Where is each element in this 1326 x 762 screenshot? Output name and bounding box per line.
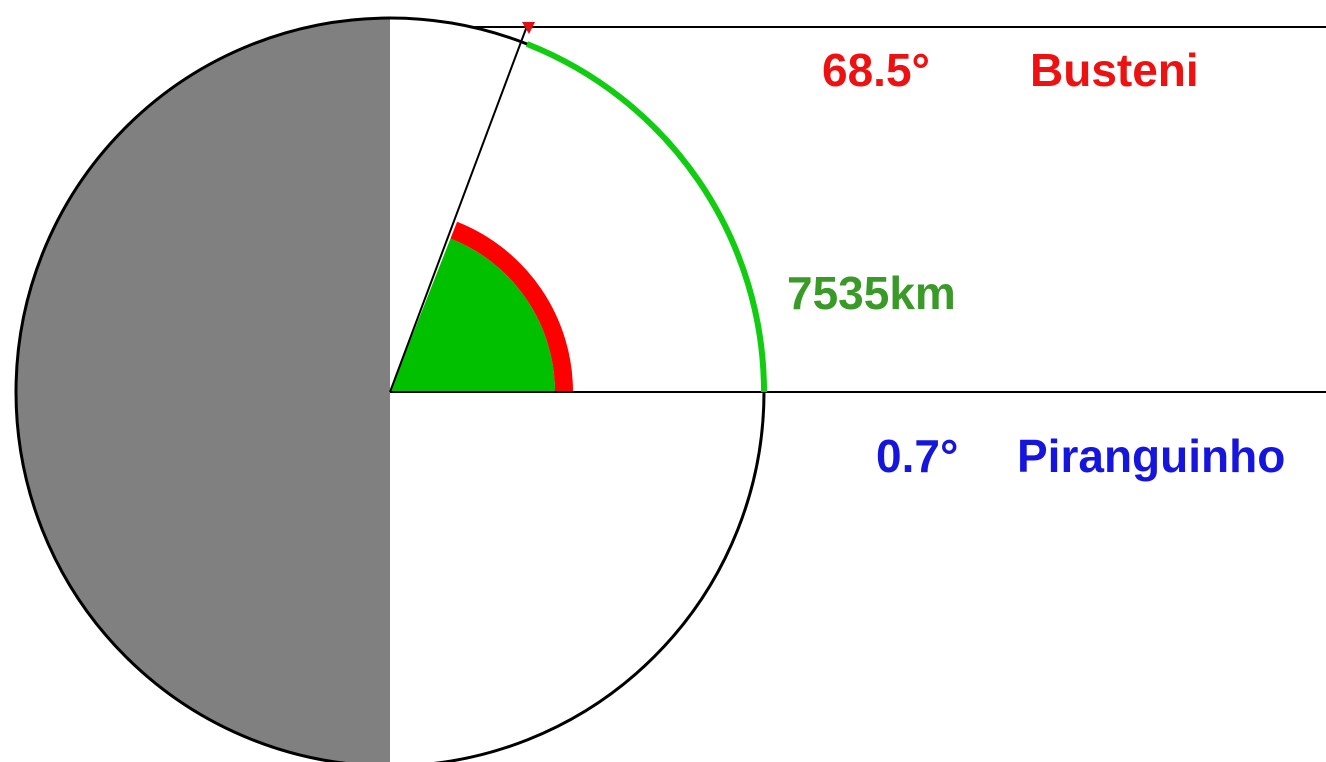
location-marker — [522, 22, 535, 34]
top-place-label: Busteni — [1030, 44, 1199, 96]
bottom-place-label: Piranguinho — [1017, 430, 1285, 482]
angle-band — [450, 221, 573, 393]
bottom-angle-label: 0.7° — [876, 430, 958, 482]
night-half — [16, 18, 390, 762]
inclined-radius — [389, 25, 528, 393]
top-angle-label: 68.5° — [822, 44, 930, 96]
arc-length-label: 7535km — [787, 267, 956, 319]
angle-sector — [390, 238, 555, 392]
surface-arc — [525, 41, 767, 393]
